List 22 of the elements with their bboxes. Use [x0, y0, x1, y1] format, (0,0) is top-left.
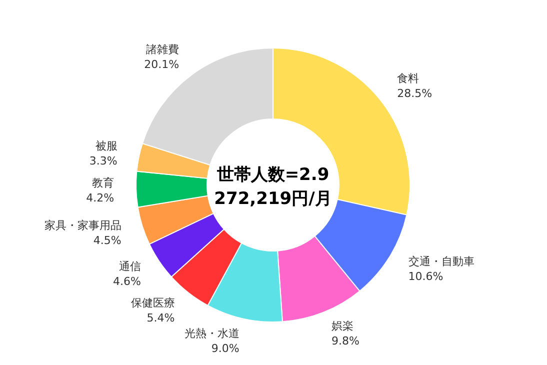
- data-label: 4.2%: [86, 191, 114, 204]
- slice-label: 通信: [118, 260, 141, 274]
- slice-label: 教育: [92, 176, 114, 190]
- slice-label: 家具・家事用品: [44, 219, 122, 232]
- data-label: 9.8%: [332, 334, 360, 348]
- data-label: 9.0%: [211, 342, 240, 355]
- text: 世帯人数=2.9: [216, 165, 330, 185]
- slice-label: 光熱・水道: [184, 326, 240, 340]
- slice-label: 保健医療: [130, 296, 175, 310]
- slice-label: 食料: [397, 72, 420, 86]
- data-label: 5.4%: [146, 312, 175, 325]
- slice-label: 被服: [95, 139, 118, 152]
- slice-label: 交通・自動車: [408, 255, 474, 268]
- slice-label: 娯楽: [332, 319, 354, 332]
- slice-label: 諸雑費: [146, 43, 180, 56]
- data-label: 4.6%: [112, 275, 141, 288]
- data-label: 4.5%: [93, 234, 122, 248]
- data-label: 10.6%: [408, 270, 444, 284]
- data-label: 3.3%: [89, 154, 118, 168]
- data-label: 20.1%: [144, 58, 180, 72]
- data-label: 28.5%: [397, 87, 432, 100]
- text: 272,219円/月: [214, 189, 332, 209]
